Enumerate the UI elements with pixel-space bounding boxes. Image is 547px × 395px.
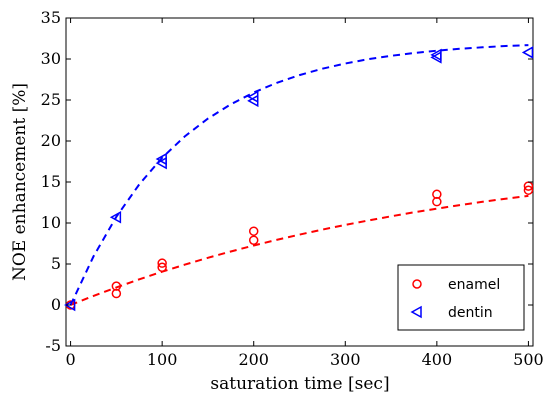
x-tick-label: 200: [238, 350, 269, 369]
x-tick-label: 300: [330, 350, 361, 369]
data-point-enamel: [523, 185, 534, 195]
data-point-enamel: [248, 226, 259, 236]
y-axis-label: NOE enhancement [%]: [10, 83, 30, 281]
data-point-enamel: [157, 258, 167, 268]
fit-curves: [69, 44, 529, 306]
data-point-dentin: [155, 156, 167, 170]
legend: enamel dentin: [397, 264, 525, 331]
x-tick-label: 400: [422, 350, 453, 369]
data-point-dentin: [109, 210, 122, 224]
data-point-dentin: [430, 51, 442, 64]
data-point-enamel: [248, 235, 259, 245]
y-tick-label: 15: [41, 172, 61, 191]
x-axis-label: saturation time [sec]: [210, 374, 389, 394]
data-point-enamel: [111, 288, 122, 299]
y-tick-label: 35: [41, 8, 61, 27]
data-point-dentin: [64, 298, 76, 312]
data-point-dentin: [521, 46, 534, 59]
legend-marker-symbol-enamel: [412, 279, 422, 289]
legend-label-enamel: enamel: [448, 277, 500, 293]
fit-curve-dentin: [69, 44, 529, 306]
data-point-enamel: [157, 262, 167, 273]
legend-box: [397, 264, 525, 331]
y-tick-label: 10: [41, 213, 61, 232]
y-tick-label: 25: [41, 90, 61, 109]
legend-marker-dentin: [410, 305, 422, 319]
x-tick-label: 0: [65, 350, 75, 369]
legend-marker-symbol-dentin: [410, 305, 422, 319]
x-tick-label: 100: [147, 350, 178, 369]
y-tick-label: 20: [41, 131, 61, 150]
y-tick-label: 30: [41, 49, 61, 68]
legend-marker-enamel: [412, 279, 422, 289]
legend-label-dentin: dentin: [448, 305, 493, 321]
y-tick-label: 5: [51, 254, 61, 273]
data-point-enamel: [432, 196, 442, 207]
x-tick-label: 500: [513, 350, 544, 369]
y-tick-label: 0: [51, 295, 61, 314]
data-point-dentin: [247, 94, 259, 108]
y-tick-label: -5: [45, 336, 61, 355]
